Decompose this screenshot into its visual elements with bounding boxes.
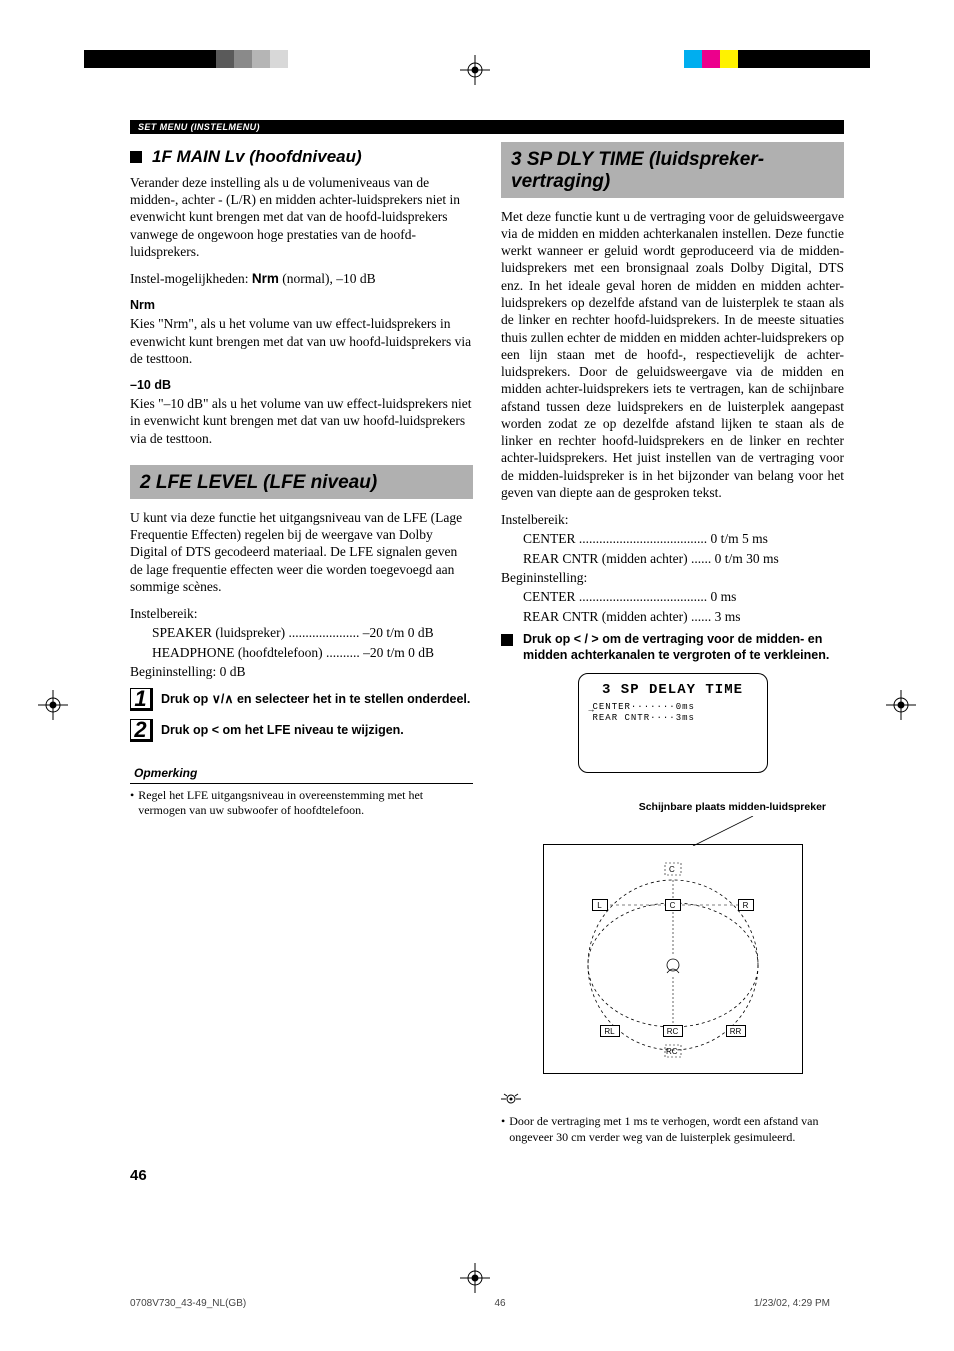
init-setting: Begininstelling: 0 dB	[130, 663, 473, 680]
heading-1f-main-lv: 1F MAIN Lv (hoofdniveau)	[130, 146, 473, 168]
step-1: 1 Druk op ∨/∧ en selecteer het in te ste…	[130, 688, 473, 711]
diagram-svg: C RC	[544, 845, 802, 1073]
footer-file: 0708V730_43-49_NL(GB)	[130, 1298, 246, 1309]
right-arrow-icon: →	[587, 704, 596, 716]
speaker-rc: RC	[663, 1025, 683, 1037]
diagram-label: Schijnbare plaats midden-luidspreker	[501, 801, 826, 814]
heading-text: 1F MAIN Lv (hoofdniveau)	[152, 146, 362, 168]
right-column: 3 SP DLY TIME (luidspreker- vertraging) …	[501, 142, 844, 1145]
page-number: 46	[130, 1167, 844, 1184]
square-bullet-icon	[501, 634, 513, 646]
lcd-line: CENTER·······0ms	[579, 702, 767, 714]
step-2: 2 Druk op < om het LFE niveau te wijzige…	[130, 719, 473, 742]
speaker-layout-diagram: C RC L C R RL RC RR	[543, 844, 803, 1074]
section-header-bar: SET MENU (INSTELMENU)	[130, 120, 844, 134]
paragraph: Verander deze instelling als u de volume…	[130, 174, 473, 260]
left-column: 1F MAIN Lv (hoofdniveau) Verander deze i…	[130, 142, 473, 1145]
lcd-title: 3 SP DELAY TIME	[579, 674, 767, 700]
lcd-line: REAR CNTR····3ms	[579, 713, 767, 725]
range-label: Instelbereik:	[130, 605, 473, 622]
range-item: SPEAKER (luidspreker) ..................…	[152, 624, 473, 641]
paragraph: Kies "–10 dB" als u het volume van uw ef…	[130, 395, 473, 447]
note-heading: Opmerking	[130, 764, 473, 783]
step-text: Druk op < om het LFE niveau te wijzigen.	[161, 719, 404, 738]
note-text: Regel het LFE uitgangsniveau in overeens…	[138, 788, 473, 819]
square-bullet-icon	[130, 151, 142, 163]
footer-page: 46	[494, 1298, 505, 1309]
range-item: HEADPHONE (hoofdtelefoon) .......... –20…	[152, 644, 473, 661]
range-label: Instelbereik:	[501, 511, 844, 528]
range-item: REAR CNTR (midden achter) ...... 0 t/m 3…	[523, 550, 844, 567]
speaker-r: R	[738, 899, 754, 911]
speaker-rl: RL	[600, 1025, 620, 1037]
left-right-arrow-icon: < / >	[574, 632, 599, 646]
init-item: REAR CNTR (midden achter) ...... 3 ms	[523, 608, 844, 625]
speaker-l: L	[592, 899, 608, 911]
lcd-display: 3 SP DELAY TIME → CENTER·······0ms REAR …	[578, 673, 768, 773]
init-label: Begininstelling:	[501, 569, 844, 586]
step-text: Druk op ∨/∧ en selecteer het in te stell…	[161, 688, 470, 707]
heading-bar-lfe-level: 2 LFE LEVEL (LFE niveau)	[130, 465, 473, 499]
speaker-c: C	[665, 899, 681, 911]
step-number-icon: 2	[130, 719, 153, 742]
svg-text:C: C	[669, 865, 675, 874]
note-list: •Regel het LFE uitgangsniveau in overeen…	[130, 788, 473, 819]
instel-line: Instel-mogelijkheden: Nrm (normal), –10 …	[130, 270, 473, 287]
label-minus-10db: –10 dB	[130, 377, 473, 393]
instruction-text: Druk op < / > om de vertraging voor de m…	[523, 631, 844, 663]
step-number-icon: 1	[130, 688, 153, 711]
paragraph: U kunt via deze functie het uitgangsnive…	[130, 509, 473, 595]
tip-icon	[501, 1092, 844, 1112]
svg-text:RC: RC	[666, 1047, 678, 1056]
diagram-pointer-line	[543, 816, 803, 846]
left-arrow-icon: <	[212, 723, 219, 737]
heading-bar-sp-dly-time: 3 SP DLY TIME (luidspreker- vertraging)	[501, 142, 844, 198]
down-up-arrow-icon: ∨/∧	[212, 692, 234, 706]
footer-timestamp: 1/23/02, 4:29 PM	[754, 1298, 830, 1309]
paragraph: Met deze functie kunt u de vertraging vo…	[501, 208, 844, 502]
bullet-icon: •	[130, 788, 134, 819]
bullet-icon: •	[501, 1114, 505, 1145]
print-footer: 0708V730_43-49_NL(GB) 46 1/23/02, 4:29 P…	[130, 1298, 830, 1309]
paragraph: Kies "Nrm", als u het volume van uw effe…	[130, 315, 473, 367]
tip-list: •Door de vertraging met 1 ms te verhogen…	[501, 1114, 844, 1145]
speaker-rr: RR	[726, 1025, 746, 1037]
instruction-block: Druk op < / > om de vertraging voor de m…	[501, 631, 844, 663]
range-item: CENTER .................................…	[523, 530, 844, 547]
tip-text: Door de vertraging met 1 ms te verhogen,…	[509, 1114, 844, 1145]
label-nrm: Nrm	[130, 297, 473, 313]
init-item: CENTER .................................…	[523, 588, 844, 605]
